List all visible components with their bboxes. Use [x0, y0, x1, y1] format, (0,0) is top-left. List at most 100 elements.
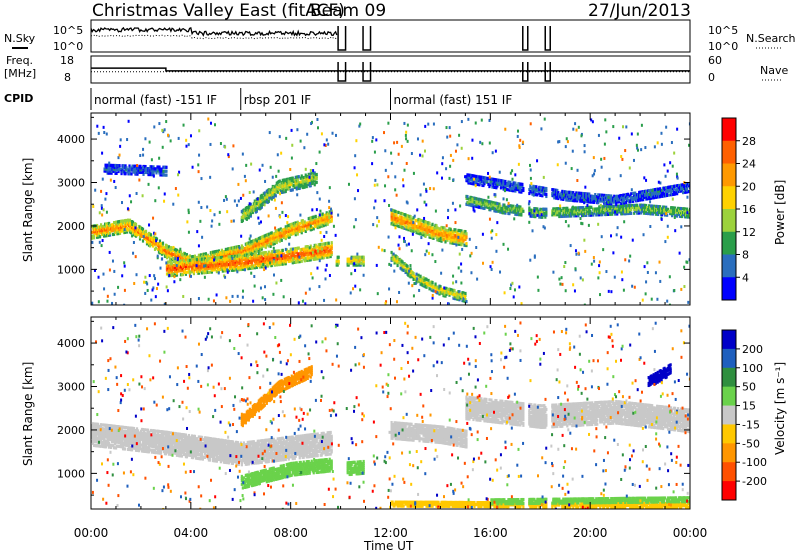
- nsky-label: N.Sky: [4, 32, 36, 45]
- power-noise-cell: [281, 210, 284, 214]
- power-cell: [414, 228, 417, 232]
- power-cell: [651, 204, 654, 208]
- power-cell: [146, 170, 149, 175]
- power-cell: [406, 214, 409, 218]
- power-cell: [449, 291, 452, 296]
- power-cell: [98, 235, 102, 239]
- power-noise-cell: [509, 171, 512, 175]
- power-cell: [454, 228, 457, 232]
- power-cell: [106, 229, 110, 234]
- power-cell: [183, 252, 187, 256]
- power-cell: [134, 168, 137, 172]
- power-noise-cell: [201, 235, 204, 239]
- power-cell: [572, 191, 575, 195]
- power-noise-cell: [152, 286, 155, 290]
- power-cell: [210, 270, 213, 274]
- power-cell: [570, 214, 573, 218]
- power-noise-cell: [224, 195, 227, 199]
- power-cell: [508, 182, 511, 186]
- power-cell: [568, 192, 571, 196]
- power-cell: [662, 188, 665, 192]
- power-noise-cell: [425, 187, 428, 191]
- power-noise-cell: [280, 151, 283, 155]
- power-cell: [296, 256, 299, 260]
- power-cell: [258, 265, 261, 269]
- power-cell: [603, 193, 606, 197]
- power-cell: [553, 207, 556, 211]
- power-cell: [170, 264, 174, 268]
- power-cell: [456, 291, 459, 295]
- power-cell: [293, 251, 296, 255]
- power-cell: [152, 171, 155, 175]
- power-noise-cell: [490, 236, 493, 240]
- power-cell: [394, 209, 397, 214]
- power-cell: [531, 190, 534, 194]
- power-cell: [461, 296, 464, 301]
- power-cell: [538, 215, 541, 219]
- power-cell: [193, 262, 197, 266]
- power-noise-cell: [187, 208, 190, 212]
- power-noise-cell: [213, 258, 216, 262]
- power-cell: [316, 257, 319, 261]
- power-cell: [612, 210, 615, 214]
- power-cell: [225, 251, 228, 255]
- power-cell: [307, 224, 310, 229]
- power-cell: [253, 264, 256, 268]
- power-cell: [557, 196, 560, 201]
- power-cell: [330, 219, 333, 223]
- power-cell: [240, 259, 243, 264]
- power-cell: [574, 197, 577, 201]
- power-cell: [454, 297, 457, 301]
- power-cell: [299, 255, 302, 260]
- power-cell: [296, 228, 299, 232]
- freq-label-line1: Freq.: [6, 54, 33, 67]
- power-cell: [125, 226, 129, 230]
- power-cell: [575, 191, 578, 195]
- power-noise-cell: [105, 132, 108, 136]
- power-cell: [315, 172, 318, 177]
- power-cell: [291, 232, 294, 236]
- power-cell: [150, 165, 153, 169]
- power-cell: [300, 176, 303, 180]
- power-noise-cell: [666, 169, 669, 173]
- power-noise-cell: [612, 251, 615, 255]
- power-cell: [578, 210, 581, 214]
- power-cell: [264, 251, 267, 255]
- power-cell: [439, 233, 442, 237]
- power-cell: [320, 242, 323, 246]
- power-cell: [452, 290, 455, 294]
- power-noise-cell: [673, 215, 676, 219]
- power-noise-cell: [157, 282, 160, 286]
- power-cell: [487, 203, 490, 208]
- power-cell: [686, 190, 689, 194]
- power-cell: [438, 238, 441, 243]
- power-cell: [458, 290, 461, 294]
- power-cell: [460, 229, 463, 233]
- power-cell: [431, 280, 434, 285]
- power-cell: [121, 168, 124, 172]
- power-cell: [279, 256, 282, 261]
- power-cell: [280, 260, 283, 264]
- power-cell: [672, 188, 675, 193]
- power-cell: [502, 211, 505, 215]
- power-cell: [128, 164, 131, 168]
- power-cell: [421, 229, 424, 233]
- power-cell: [362, 255, 365, 259]
- power-noise-cell: [200, 177, 203, 181]
- power-noise-cell: [442, 238, 445, 242]
- power-cell: [148, 172, 151, 177]
- power-cell: [573, 214, 576, 218]
- power-cell: [192, 270, 196, 274]
- power-cell: [475, 197, 478, 201]
- power-cell: [231, 248, 234, 252]
- power-noise-cell: [518, 145, 521, 149]
- power-noise-cell: [325, 230, 328, 234]
- power-cell: [265, 243, 268, 247]
- power-cell: [426, 232, 429, 236]
- power-noise-cell: [584, 185, 587, 189]
- power-cell: [221, 269, 224, 273]
- power-noise-cell: [419, 193, 422, 197]
- power-noise-cell: [572, 283, 575, 287]
- power-cell: [236, 262, 239, 266]
- power-noise-cell: [187, 211, 190, 215]
